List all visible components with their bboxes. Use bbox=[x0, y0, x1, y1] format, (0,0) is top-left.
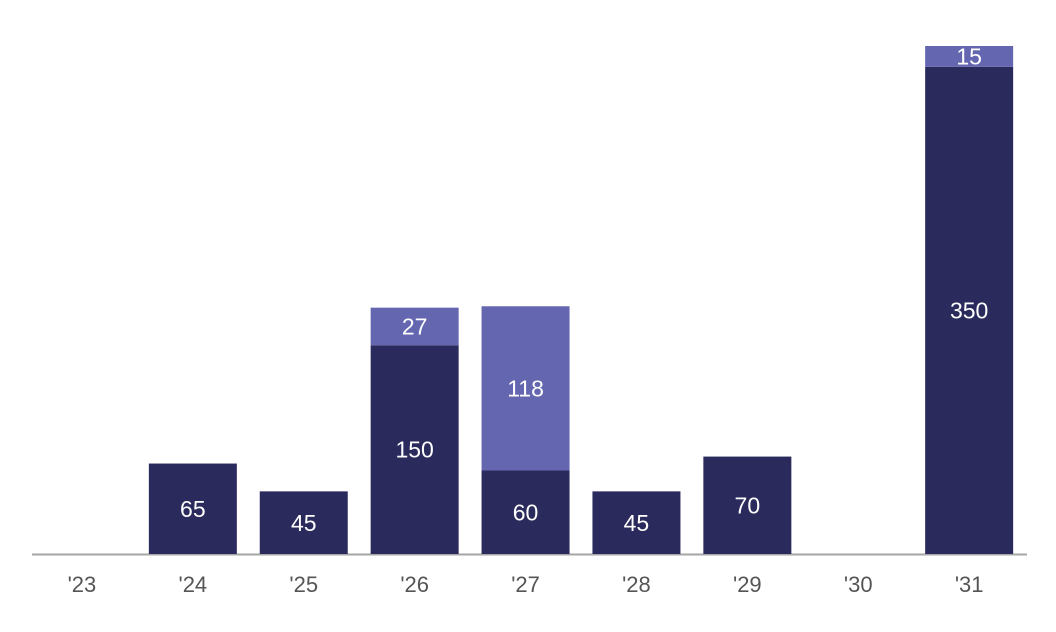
value-label: 45 bbox=[291, 510, 317, 536]
bar-segment bbox=[481, 470, 570, 554]
bar-segment bbox=[925, 66, 1014, 554]
bar-segment bbox=[370, 345, 459, 554]
x-tick-label: '27 bbox=[511, 572, 540, 597]
bar-segment bbox=[259, 491, 348, 554]
value-label: 45 bbox=[624, 510, 650, 536]
value-label: 350 bbox=[950, 298, 988, 324]
value-label: 70 bbox=[735, 492, 761, 518]
bar-segment bbox=[703, 456, 792, 554]
x-tick-label: '24 bbox=[179, 572, 208, 597]
bar-segment bbox=[592, 491, 681, 554]
x-tick-label: '30 bbox=[844, 572, 873, 597]
x-tick-label: '31 bbox=[955, 572, 984, 597]
value-label: 150 bbox=[395, 437, 433, 463]
value-label: 15 bbox=[956, 44, 982, 70]
bar-segment bbox=[370, 307, 459, 346]
bar-segment bbox=[925, 46, 1014, 67]
x-tick-label: '28 bbox=[622, 572, 651, 597]
value-label: 60 bbox=[513, 499, 539, 525]
value-label: 65 bbox=[180, 496, 206, 522]
x-tick-label: '25 bbox=[289, 572, 318, 597]
x-tick-label: '29 bbox=[733, 572, 762, 597]
value-label: 118 bbox=[507, 375, 544, 401]
value-label: 27 bbox=[402, 314, 428, 340]
bar-segment bbox=[148, 463, 237, 554]
x-tick-label: '23 bbox=[68, 572, 97, 597]
x-tick-label: '26 bbox=[400, 572, 429, 597]
bar-segment bbox=[481, 306, 570, 471]
